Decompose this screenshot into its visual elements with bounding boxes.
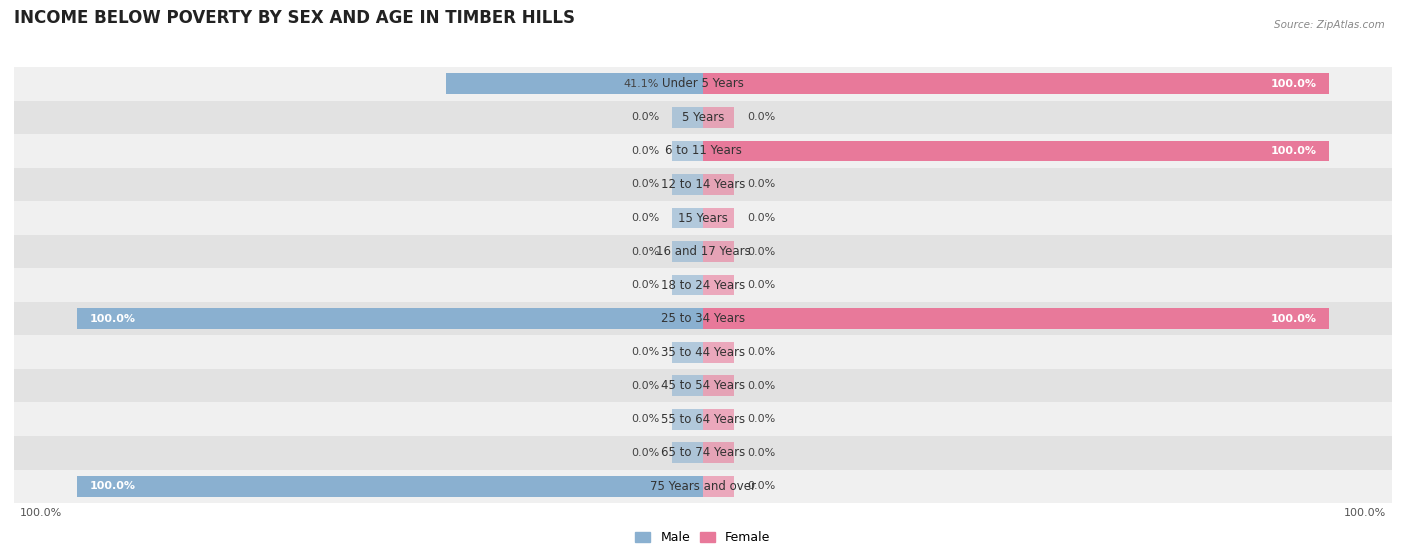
Text: 25 to 34 Years: 25 to 34 Years [661,312,745,325]
Text: 100.0%: 100.0% [1343,508,1386,518]
Text: 0.0%: 0.0% [631,247,659,257]
Bar [703,342,734,363]
Bar [703,442,734,463]
Text: 5 Years: 5 Years [682,111,724,124]
Text: 65 to 74 Years: 65 to 74 Years [661,446,745,459]
Bar [14,201,1392,235]
Text: 100.0%: 100.0% [20,508,63,518]
Text: 0.0%: 0.0% [747,112,775,122]
Text: 0.0%: 0.0% [747,414,775,424]
Text: 6 to 11 Years: 6 to 11 Years [665,144,741,158]
Legend: Male, Female: Male, Female [630,526,776,549]
Text: 0.0%: 0.0% [631,414,659,424]
Text: 100.0%: 100.0% [89,314,135,324]
Text: 0.0%: 0.0% [747,347,775,357]
Bar [672,107,703,128]
Text: Source: ZipAtlas.com: Source: ZipAtlas.com [1274,20,1385,30]
Text: 100.0%: 100.0% [1271,314,1317,324]
Bar [14,168,1392,201]
Bar [703,107,734,128]
Bar [672,174,703,195]
Text: 0.0%: 0.0% [747,280,775,290]
Bar [14,335,1392,369]
Text: 100.0%: 100.0% [1271,79,1317,89]
Text: Under 5 Years: Under 5 Years [662,77,744,91]
Text: 35 to 44 Years: 35 to 44 Years [661,345,745,359]
Bar [672,375,703,396]
Text: 55 to 64 Years: 55 to 64 Years [661,413,745,426]
Bar [14,369,1392,402]
Text: 12 to 14 Years: 12 to 14 Years [661,178,745,191]
Bar [672,241,703,262]
Bar [703,409,734,430]
Text: 0.0%: 0.0% [747,213,775,223]
Bar [703,207,734,229]
Bar [14,268,1392,302]
Text: 0.0%: 0.0% [631,112,659,122]
Bar [14,235,1392,268]
Text: 100.0%: 100.0% [89,481,135,491]
Text: 41.1%: 41.1% [624,79,659,89]
Text: 0.0%: 0.0% [747,481,775,491]
Text: 0.0%: 0.0% [631,179,659,190]
Bar [77,476,703,497]
Text: INCOME BELOW POVERTY BY SEX AND AGE IN TIMBER HILLS: INCOME BELOW POVERTY BY SEX AND AGE IN T… [14,9,575,27]
Text: 0.0%: 0.0% [747,448,775,458]
Bar [672,140,703,162]
Text: 0.0%: 0.0% [631,347,659,357]
Text: 0.0%: 0.0% [631,381,659,391]
Bar [703,73,1329,94]
Bar [672,442,703,463]
Bar [446,73,703,94]
Bar [14,302,1392,335]
Text: 75 Years and over: 75 Years and over [650,480,756,493]
Text: 100.0%: 100.0% [1271,146,1317,156]
Bar [703,174,734,195]
Text: 0.0%: 0.0% [747,179,775,190]
Text: 45 to 54 Years: 45 to 54 Years [661,379,745,392]
Text: 0.0%: 0.0% [747,381,775,391]
Bar [703,375,734,396]
Bar [14,402,1392,436]
Text: 18 to 24 Years: 18 to 24 Years [661,278,745,292]
Bar [14,101,1392,134]
Bar [14,470,1392,503]
Bar [672,274,703,296]
Text: 15 Years: 15 Years [678,211,728,225]
Bar [14,67,1392,101]
Text: 0.0%: 0.0% [631,213,659,223]
Text: 0.0%: 0.0% [747,247,775,257]
Text: 16 and 17 Years: 16 and 17 Years [655,245,751,258]
Bar [703,308,1329,329]
Bar [703,274,734,296]
Bar [703,241,734,262]
Bar [77,308,703,329]
Bar [14,436,1392,470]
Text: 0.0%: 0.0% [631,146,659,156]
Text: 0.0%: 0.0% [631,280,659,290]
Bar [672,207,703,229]
Bar [703,140,1329,162]
Bar [14,134,1392,168]
Bar [703,476,734,497]
Bar [672,342,703,363]
Text: 0.0%: 0.0% [631,448,659,458]
Bar [672,409,703,430]
